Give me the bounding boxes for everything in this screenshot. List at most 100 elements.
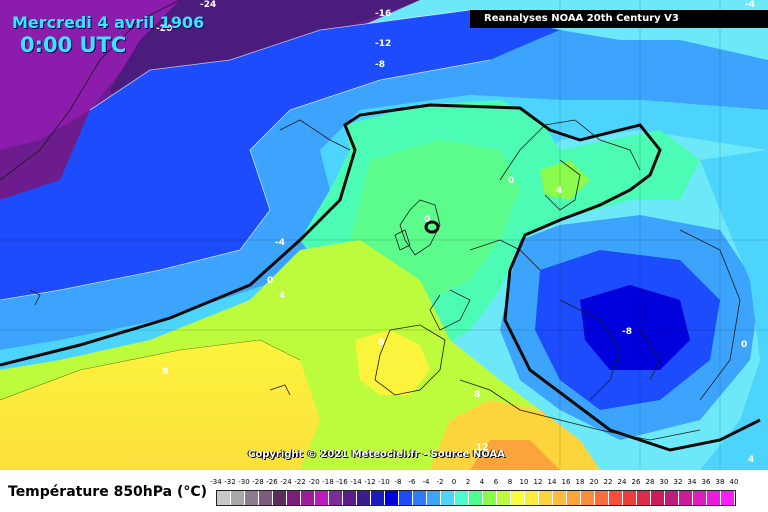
isotherm-contour-c (0, 339, 301, 401)
legend-tick-label: 34 (687, 478, 697, 486)
isotherm-label: -16 (375, 9, 392, 19)
legend-tick-label: 20 (589, 478, 599, 486)
legend-tick-label: 24 (617, 478, 627, 486)
legend-swatch (231, 491, 244, 505)
legend-tick-label: -18 (322, 478, 334, 486)
yellow-field-southwest (0, 340, 320, 470)
cold-pool-balkans-core (580, 285, 690, 370)
legend-swatch (679, 491, 692, 505)
legend-swatch (399, 491, 412, 505)
green-field-inner (350, 140, 520, 300)
isotherm-label: -4 (745, 0, 755, 10)
legend-tick-label: 30 (659, 478, 669, 486)
copyright-notice: Copyright © 2021 Meteociel.fr - Source N… (248, 449, 505, 460)
legend-tick-label: -28 (252, 478, 264, 486)
legend-tick-label: 28 (645, 478, 655, 486)
legend-tick-label: 40 (729, 478, 739, 486)
isotherm-label: 8 (378, 338, 385, 348)
legend-tick-label: -12 (364, 478, 376, 486)
legend-tick-label: -30 (238, 478, 250, 486)
legend-swatch (707, 491, 720, 505)
legend-swatch (525, 491, 538, 505)
temperature-map (0, 0, 768, 470)
forecast-time: 0:00 UTC (20, 33, 127, 57)
legend-tick-label: 22 (603, 478, 613, 486)
legend-swatch (287, 491, 300, 505)
legend-swatch (427, 491, 440, 505)
legend-tick-label: -8 (394, 478, 402, 486)
legend-tick-label: -20 (308, 478, 320, 486)
zero-isotherm-north (0, 103, 761, 452)
legend-tick-label: 14 (547, 478, 557, 486)
blue-band-light (0, 30, 768, 350)
legend-swatch (273, 491, 286, 505)
legend-swatch (539, 491, 552, 505)
legend-tick-label: -14 (350, 478, 362, 486)
legend-swatch (483, 491, 496, 505)
legend-swatch (371, 491, 384, 505)
legend-tick-label: 2 (465, 478, 471, 486)
zero-isotherm-scotland (424, 220, 440, 234)
isotherm-label: -20 (156, 24, 173, 34)
isotherm-label: -8 (622, 327, 632, 337)
source-label: Reanalyses NOAA 20th Century V3 (470, 10, 768, 28)
isotherm-contour-b (89, 9, 471, 111)
legend-swatch (301, 491, 314, 505)
legend-swatches (216, 490, 736, 506)
green-warm-spot (540, 160, 590, 200)
lat-lon-grid (0, 0, 768, 470)
legend-tick-label: -16 (336, 478, 348, 486)
isotherm-label: 8 (162, 367, 169, 377)
forecast-date: Mercredi 4 avril 1906 (12, 13, 205, 32)
legend-swatch (665, 491, 678, 505)
isotherm-contour-a (0, 59, 491, 301)
legend-swatch (469, 491, 482, 505)
legend-tick-label: 38 (715, 478, 725, 486)
isotherm-label: 4 (556, 186, 563, 196)
legend-swatch (497, 491, 510, 505)
legend-swatch (609, 491, 622, 505)
legend-swatch (441, 491, 454, 505)
legend-tick-label: 12 (533, 478, 543, 486)
legend-swatch (553, 491, 566, 505)
right-edge-cyan (700, 150, 768, 470)
legend-swatch (637, 491, 650, 505)
isotherm-label: 8 (474, 390, 481, 400)
legend-tick-label: 36 (701, 478, 711, 486)
isotherm-label: -24 (200, 0, 217, 10)
yellow-field-africa (430, 400, 600, 470)
legend-tick-label: -34 (210, 478, 222, 486)
isotherm-label: -4 (275, 238, 285, 248)
isotherm-label: 4 (748, 455, 755, 465)
legend-swatch (385, 491, 398, 505)
legend-tick-label: 32 (673, 478, 683, 486)
legend-swatch (595, 491, 608, 505)
legend-tick-label: -26 (266, 478, 278, 486)
legend-swatch (329, 491, 342, 505)
legend-swatch (343, 491, 356, 505)
orange-core-africa (470, 440, 560, 470)
legend-swatch (567, 491, 580, 505)
cyan-band (0, 95, 768, 370)
legend-swatch (623, 491, 636, 505)
legend-tick-label: -6 (408, 478, 416, 486)
legend-tick-label: 6 (493, 478, 499, 486)
legend-tick-label: -10 (378, 478, 390, 486)
legend-tick-label: 10 (519, 478, 529, 486)
legend-swatch (357, 491, 370, 505)
legend-title: Température 850hPa (°C) (8, 484, 208, 500)
isotherm-label: 4 (279, 291, 286, 301)
legend-tick-label: 0 (451, 478, 457, 486)
coastlines (0, 0, 741, 441)
legend-tick-label: 26 (631, 478, 641, 486)
isotherm-label: 12 (476, 443, 489, 453)
blue-trough (0, 10, 560, 300)
legend-tick-label: -32 (224, 478, 236, 486)
legend-swatch (259, 491, 272, 505)
legend-tick-label: -2 (436, 478, 444, 486)
isotherm-label: 0 (508, 176, 515, 186)
legend-tick-label: -4 (422, 478, 430, 486)
legend-ticks: -34 -32 -30 -28 -26 -24 -22 -20 -18 -16 -14 -12 -10-… (210, 478, 748, 488)
isotherm-label: 0 (741, 340, 748, 350)
